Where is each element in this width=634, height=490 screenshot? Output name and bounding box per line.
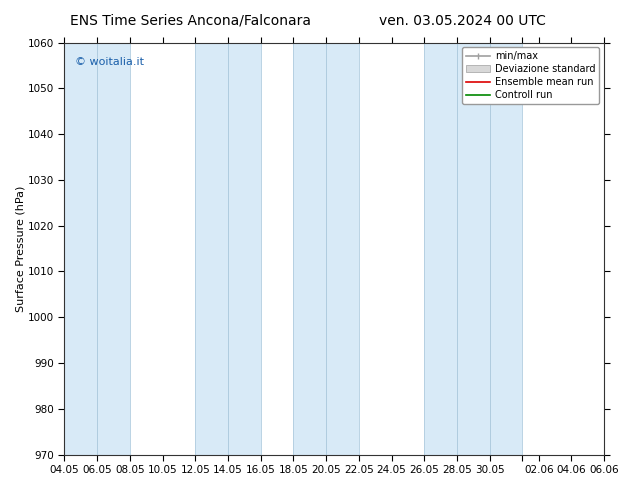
Bar (294, 43, 326, 455)
Legend: min/max, Deviazione standard, Ensemble mean run, Controll run: min/max, Deviazione standard, Ensemble m… (462, 48, 599, 104)
Y-axis label: Surface Pressure (hPa): Surface Pressure (hPa) (15, 185, 25, 312)
Bar (326, 43, 359, 455)
Text: ENS Time Series Ancona/Falconara: ENS Time Series Ancona/Falconara (70, 14, 311, 28)
Bar (457, 43, 489, 455)
Bar (228, 43, 261, 455)
Bar (424, 43, 457, 455)
Bar (97, 43, 130, 455)
Bar (195, 43, 228, 455)
Text: ven. 03.05.2024 00 UTC: ven. 03.05.2024 00 UTC (379, 14, 547, 28)
Text: © woitalia.it: © woitalia.it (75, 57, 145, 67)
Bar (65, 43, 97, 455)
Bar (489, 43, 522, 455)
